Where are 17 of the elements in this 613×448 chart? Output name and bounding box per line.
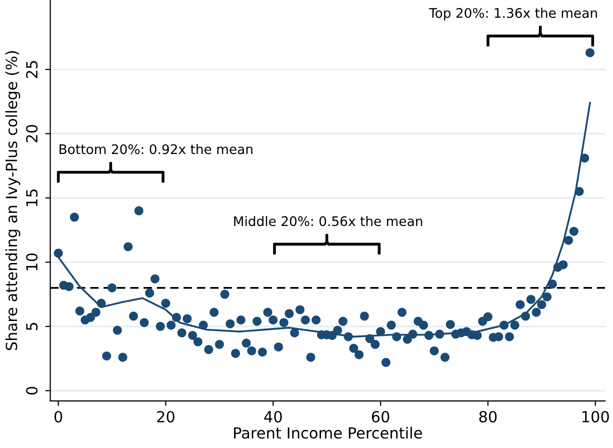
y-tick-label: 0: [26, 386, 38, 395]
x-tick-label: 80: [479, 410, 497, 423]
y-tick-label: 20: [26, 124, 38, 142]
annotation: Top 20%: 1.36x the mean: [428, 8, 597, 21]
x-tick-label: 20: [157, 410, 174, 423]
x-axis-title: Parent Income Percentile: [234, 426, 422, 439]
y-tick-label: 10: [26, 253, 38, 270]
annotation: Bottom 20%: 0.92x the mean: [60, 144, 252, 154]
y-tick-label: 15: [26, 190, 38, 206]
x-tick-label: 100: [582, 410, 609, 423]
x-tick-label: 40: [264, 410, 282, 423]
x-tick-label: 0: [54, 410, 62, 423]
x-tick-label: 60: [372, 410, 390, 423]
y-axis-title: Share attending an Ivy-Plus college (%): [5, 51, 20, 350]
y-tick-label: 25: [26, 61, 38, 78]
y-tick-label: 5: [26, 322, 38, 330]
annotation: Middle 20%: 0.56x the mean: [234, 216, 422, 226]
